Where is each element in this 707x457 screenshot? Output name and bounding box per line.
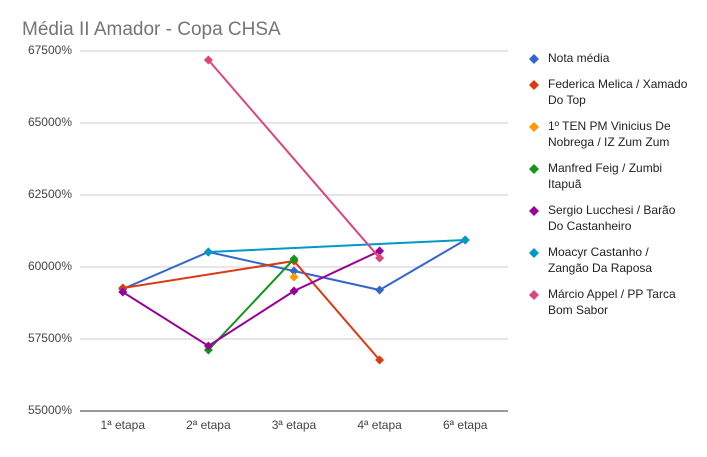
legend-marker [529, 164, 539, 174]
point-marker [375, 285, 385, 295]
x-tick-label: 1ª etapa [101, 418, 146, 432]
point-marker [460, 235, 470, 245]
legend-swatch [529, 80, 539, 90]
legend-marker [529, 80, 539, 90]
legend-item: Federica Melica / Xamado Do Top [528, 76, 700, 108]
x-tick-label: 2ª etapa [186, 418, 231, 432]
legend-item: 1º TEN PM Vinicius De Nobrega / IZ Zum Z… [528, 118, 700, 150]
legend-item: Manfred Feig / Zumbi Itapuã [528, 160, 700, 192]
x-tick-label: 6ª etapa [443, 418, 488, 432]
point-marker [289, 266, 299, 276]
point-marker [289, 272, 299, 282]
point-marker [203, 55, 213, 65]
legend-marker [529, 290, 539, 300]
point-marker [203, 341, 213, 351]
legend-item: Márcio Appel / PP Tarca Bom Sabor [528, 286, 700, 318]
point-marker [203, 247, 213, 257]
point-marker [289, 254, 299, 264]
legend-label: 1º TEN PM Vinicius De Nobrega / IZ Zum Z… [548, 119, 671, 149]
legend-label: Márcio Appel / PP Tarca Bom Sabor [548, 287, 676, 317]
legend-swatch [529, 122, 539, 132]
y-tick-label: 57500% [28, 331, 72, 345]
legend-label: Manfred Feig / Zumbi Itapuã [548, 161, 663, 191]
legend-marker [529, 54, 539, 64]
point-marker [375, 246, 385, 256]
legend-swatch [529, 248, 539, 258]
legend-item: Sergio Lucchesi / Barão Do Castanheiro [528, 202, 700, 234]
legend-marker [529, 206, 539, 216]
legend-marker [529, 248, 539, 258]
y-tick-label: 60000% [28, 259, 72, 273]
chart-title: Média II Amador - Copa CHSA [22, 19, 281, 40]
series-line [122, 250, 381, 348]
legend-swatch [529, 290, 539, 300]
point-marker [375, 253, 385, 263]
legend-item: Moacyr Castanho / Zangão Da Raposa [528, 244, 700, 276]
y-tick-label: 65000% [28, 115, 72, 129]
legend-label: Federica Melica / Xamado Do Top [548, 77, 688, 107]
legend-swatch [529, 206, 539, 216]
point-marker [289, 286, 299, 296]
y-tick-label: 67500% [28, 43, 72, 57]
series-line [207, 258, 295, 351]
legend-label: Moacyr Castanho / Zangão Da Raposa [548, 245, 653, 275]
point-marker [375, 355, 385, 365]
x-tick-label: 3ª etapa [272, 418, 317, 432]
legend-label: Nota média [548, 51, 610, 65]
legend-marker [529, 122, 539, 132]
x-tick-label: 4ª etapa [357, 418, 402, 432]
legend-label: Sergio Lucchesi / Barão Do Castanheiro [548, 203, 676, 233]
point-marker [118, 287, 128, 297]
legend-swatch [529, 164, 539, 174]
legend: Nota média Federica Melica / Xamado Do To… [528, 50, 700, 328]
legend-item: Nota média [528, 50, 700, 66]
y-tick-label: 55000% [28, 403, 72, 417]
series-line [208, 238, 466, 253]
legend-swatch [529, 54, 539, 64]
y-tick-label: 62500% [28, 187, 72, 201]
series-line [207, 59, 381, 259]
series-line [122, 259, 381, 361]
